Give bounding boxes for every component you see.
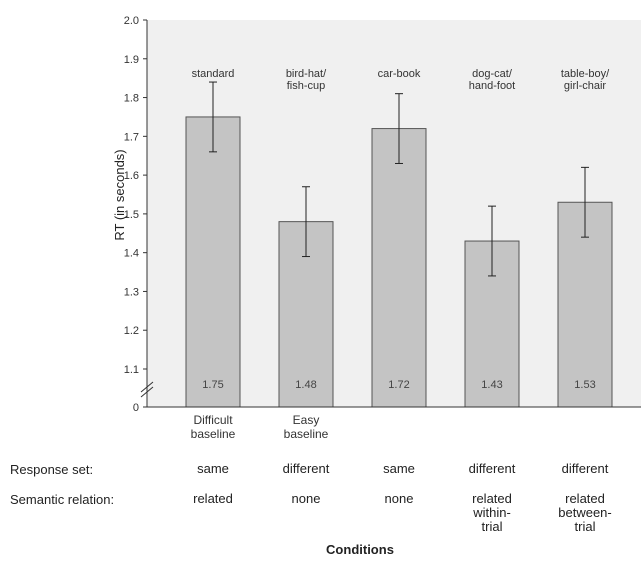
semantic-relation-cell: none xyxy=(384,491,414,506)
y-tick-label: 1.5 xyxy=(124,209,139,221)
category-label: car-book xyxy=(378,68,421,80)
y-tick-label: 1.7 xyxy=(124,131,139,143)
baseline-label: Difficult xyxy=(193,413,233,427)
response-set-cell: same xyxy=(197,461,229,476)
semantic-relation-cell: related between- trial xyxy=(558,491,612,534)
semantic-relation-cell: none xyxy=(291,491,321,506)
axis-break-mark xyxy=(140,386,154,398)
y-tick-label: 1.3 xyxy=(124,286,139,298)
value-label: 1.75 xyxy=(202,379,223,391)
response-set-label: Response set: xyxy=(10,462,94,477)
response-set-cell: same xyxy=(383,461,415,476)
y-tick-label: 1.2 xyxy=(124,325,139,337)
semantic-relation-cell: related xyxy=(193,491,233,506)
category-label: dog-cat/ xyxy=(472,68,513,80)
bar xyxy=(185,116,241,408)
value-label: 1.53 xyxy=(574,379,595,391)
response-set-cell: different xyxy=(561,461,609,476)
category-label: standard xyxy=(192,68,235,80)
baseline-label: Easy xyxy=(293,413,320,427)
baseline-label: baseline xyxy=(191,427,236,441)
y-tick-label: 1.9 xyxy=(124,54,139,66)
value-label: 1.43 xyxy=(481,379,502,391)
y-tick-label: 1.8 xyxy=(124,93,139,105)
category-label: fish-cup xyxy=(287,80,326,92)
semantic-relation-cell: related within- trial xyxy=(472,491,512,534)
y-tick-label: 2.0 xyxy=(124,15,139,27)
value-label: 1.72 xyxy=(388,379,409,391)
y-tick-label: 1.6 xyxy=(124,170,139,182)
y-tick-label: 1.1 xyxy=(124,364,139,376)
category-label: girl-chair xyxy=(564,80,607,92)
category-label: table-boy/ xyxy=(561,68,610,80)
y-tick-label: 0 xyxy=(133,402,139,414)
value-label: 1.48 xyxy=(295,379,316,391)
response-set-cell: different xyxy=(468,461,516,476)
x-axis-title: Conditions xyxy=(326,542,394,557)
axis-break-mark xyxy=(140,381,154,393)
y-tick-label: 1.4 xyxy=(124,248,139,260)
bar-chart: 1.75standardDifficultbaseline1.48bird-ha… xyxy=(112,15,641,441)
response-set-cell: different xyxy=(282,461,330,476)
y-axis-label: RT (in seconds) xyxy=(112,149,127,240)
baseline-label: baseline xyxy=(284,427,329,441)
semantic-relation-label: Semantic relation: xyxy=(10,492,115,507)
category-label: hand-foot xyxy=(469,80,515,92)
bar xyxy=(371,128,427,408)
category-label: bird-hat/ xyxy=(286,68,327,80)
